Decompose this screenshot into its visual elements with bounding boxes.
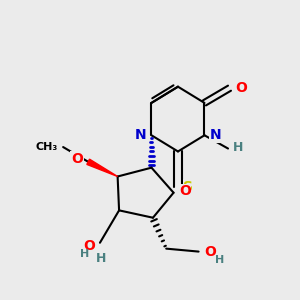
- Text: O: O: [204, 244, 216, 259]
- Text: H: H: [233, 141, 243, 154]
- Text: H: H: [215, 255, 224, 265]
- Text: O: O: [179, 184, 191, 198]
- Text: H: H: [96, 252, 106, 265]
- Polygon shape: [87, 159, 118, 176]
- Text: O: O: [235, 81, 247, 95]
- Text: H: H: [80, 249, 89, 259]
- Text: N: N: [210, 128, 221, 142]
- Text: O: O: [84, 239, 95, 253]
- Text: CH₃: CH₃: [36, 142, 58, 152]
- Text: N: N: [134, 128, 146, 142]
- Text: S: S: [183, 180, 193, 194]
- Text: O: O: [71, 152, 83, 166]
